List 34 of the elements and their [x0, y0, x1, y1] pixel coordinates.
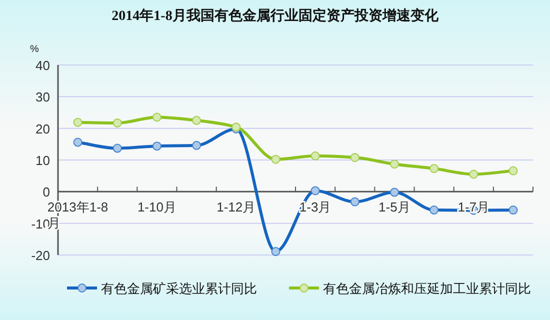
chart-title: 2014年1-8月我国有色金属行业固定资产投资增速变化: [112, 7, 440, 24]
point: [310, 186, 320, 196]
point: [152, 142, 162, 151]
legend-label: 有色金属矿采选业累计同比: [101, 281, 257, 296]
point: [112, 118, 122, 128]
y-tick-label: 10: [36, 153, 50, 168]
point: [469, 170, 478, 179]
point: [390, 188, 399, 197]
point: [152, 112, 162, 122]
point: [350, 152, 360, 162]
x-tick-label: 1-5月: [378, 200, 410, 215]
point: [271, 154, 280, 164]
y-tick-label: 40: [36, 58, 50, 73]
point: [430, 164, 439, 174]
point: [73, 138, 82, 147]
x-tick-label: 1-10月: [137, 200, 176, 215]
point: [271, 247, 280, 256]
legend-label: 有色金属冶炼和压延加工业累计同比: [323, 281, 531, 296]
point: [192, 116, 202, 125]
point: [508, 206, 518, 215]
point: [430, 206, 439, 215]
point: [508, 166, 518, 176]
point: [73, 118, 82, 127]
y-tick-label: -20: [31, 248, 50, 263]
point: [112, 144, 122, 153]
point: [310, 151, 320, 160]
point: [350, 197, 360, 206]
y-axis-title: %: [30, 44, 39, 55]
point: [390, 160, 399, 169]
y-tick-label: 0: [42, 184, 50, 200]
y-tick-label: 30: [36, 90, 50, 105]
x-tick-label: 1-12月: [216, 200, 256, 215]
point: [192, 140, 202, 150]
y-tick-label: 20: [36, 121, 50, 136]
